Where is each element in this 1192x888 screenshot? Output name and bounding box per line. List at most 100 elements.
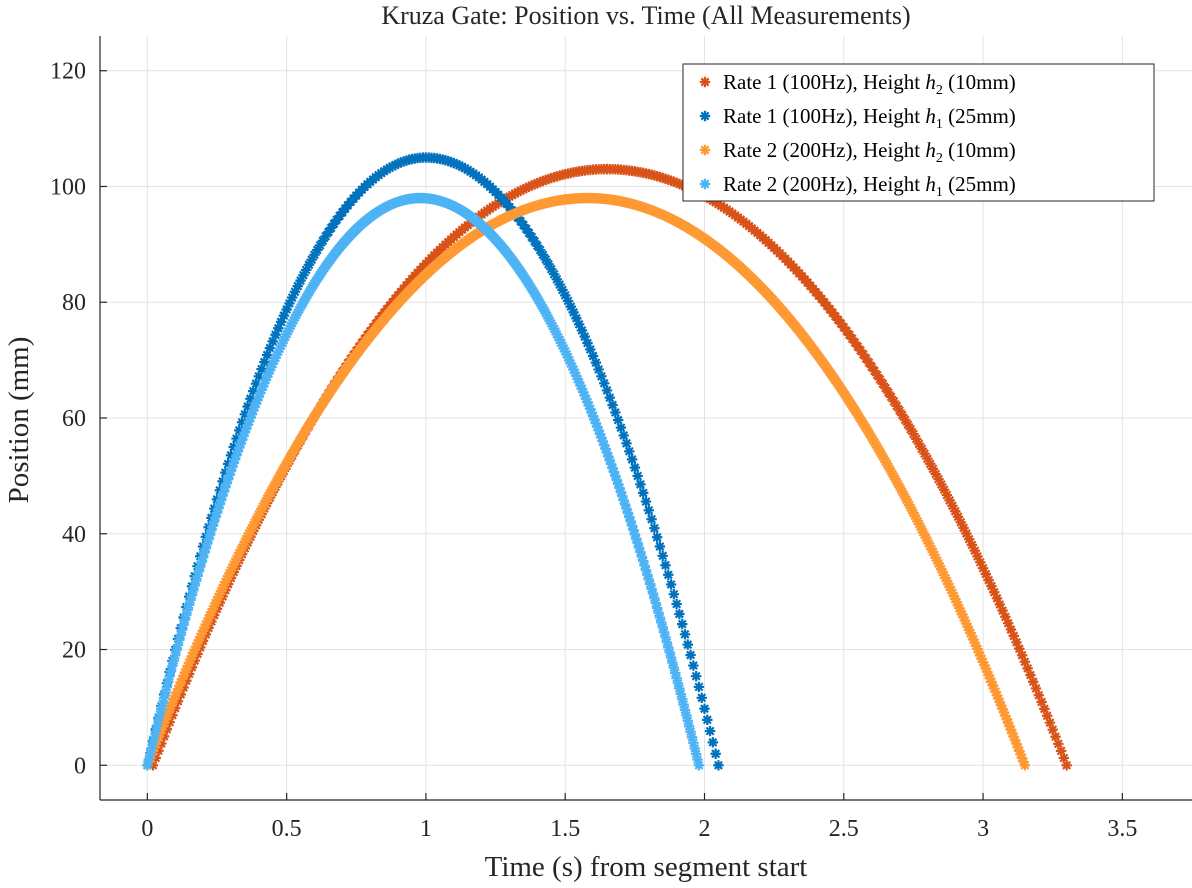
data-point: [241, 423, 252, 434]
data-point: [270, 329, 281, 340]
data-point: [1011, 738, 1022, 750]
data-point: [203, 613, 214, 624]
data-point: [1005, 724, 1017, 735]
data-point: [632, 470, 643, 482]
data-point: [239, 409, 251, 420]
data-point: [156, 724, 167, 736]
data-point: [225, 450, 237, 461]
data-point: [685, 649, 696, 661]
data-point: [144, 748, 156, 759]
data-point: [529, 179, 540, 190]
data-point: [175, 677, 186, 688]
data-point: [683, 721, 695, 732]
data-point: [186, 589, 198, 601]
data-point: [185, 654, 196, 665]
data-point: [970, 640, 982, 652]
data-point: [261, 349, 273, 361]
data-point: [172, 639, 184, 651]
data-point: [178, 670, 189, 681]
data-point: [639, 560, 650, 571]
data-point: [649, 593, 660, 604]
data-point: [568, 307, 579, 318]
data-point: [317, 235, 329, 246]
data-point: [273, 323, 284, 334]
data-point: [880, 382, 891, 394]
data-point: [897, 409, 908, 421]
data-point: [228, 441, 239, 453]
data-point: [143, 754, 154, 765]
data-point: [587, 410, 599, 422]
data-point: [997, 703, 1008, 715]
data-point: [661, 637, 673, 648]
data-point: [256, 363, 267, 375]
data-point: [1050, 731, 1061, 742]
data-point: [249, 401, 260, 413]
data-point: [214, 499, 225, 510]
data-point: [685, 726, 696, 737]
data-point: [679, 704, 691, 716]
data-point: [154, 709, 166, 720]
data-point: [534, 245, 546, 256]
data-point: [994, 696, 1005, 708]
data-point: [1058, 752, 1070, 764]
data-point: [537, 249, 549, 260]
data-point: [142, 760, 153, 771]
data-point: [1000, 710, 1011, 722]
y-tick-label: 100: [50, 174, 86, 200]
data-point: [919, 448, 930, 459]
data-point: [968, 634, 979, 645]
data-point: [195, 631, 206, 643]
data-point: [1033, 690, 1044, 701]
data-point: [692, 754, 703, 765]
data-point: [690, 670, 702, 682]
data-point: [239, 427, 251, 438]
data-point: [704, 725, 716, 737]
data-point: [564, 355, 575, 366]
data-point: [679, 629, 691, 640]
data-point: [213, 503, 224, 514]
data-point: [952, 511, 964, 522]
data-point: [976, 653, 987, 665]
data-point: [677, 618, 688, 630]
data-point: [202, 538, 213, 549]
data-point: [587, 350, 599, 362]
data-point: [259, 378, 270, 389]
data-point: [153, 745, 164, 756]
data-point: [675, 688, 687, 700]
data-point: [161, 710, 173, 722]
data-point: [631, 533, 642, 544]
data-point: [204, 610, 216, 621]
data-point: [245, 393, 256, 404]
data-point: [551, 274, 563, 285]
data-point: [154, 728, 166, 739]
data-point: [210, 597, 221, 609]
data-point: [618, 430, 629, 441]
x-axis-label: Time (s) from segment start: [485, 851, 808, 883]
data-point: [210, 511, 221, 523]
data-point: [571, 370, 582, 382]
x-tick-label: 0.5: [272, 816, 302, 842]
data-point: [576, 383, 588, 395]
series-4: [142, 192, 705, 771]
data-point: [947, 500, 958, 512]
data-point: [181, 609, 192, 620]
data-point: [615, 422, 627, 433]
data-point: [229, 454, 241, 465]
data-point: [994, 599, 1005, 610]
data-point: [668, 662, 680, 673]
data-point: [289, 286, 301, 297]
data-point: [234, 425, 245, 436]
data-point: [245, 412, 256, 424]
data-point: [668, 588, 680, 600]
data-point: [582, 397, 593, 408]
data-point: [252, 394, 263, 406]
data-point: [164, 671, 175, 682]
data-point: [235, 438, 246, 449]
data-point: [644, 578, 656, 590]
x-tick-label: 0: [141, 816, 153, 842]
y-axis-label: Position (mm): [3, 337, 35, 504]
data-point: [221, 478, 232, 489]
data-point: [632, 537, 643, 549]
data-point: [952, 599, 964, 611]
data-point: [250, 378, 262, 389]
